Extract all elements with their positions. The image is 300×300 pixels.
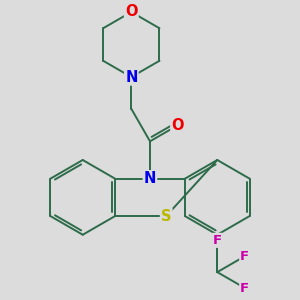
Text: S: S (161, 208, 171, 224)
Text: O: O (171, 118, 184, 133)
Text: F: F (240, 281, 249, 295)
Text: O: O (125, 4, 138, 20)
Text: N: N (125, 70, 137, 85)
Text: N: N (144, 171, 156, 186)
Text: F: F (213, 234, 222, 247)
Text: F: F (240, 250, 249, 263)
